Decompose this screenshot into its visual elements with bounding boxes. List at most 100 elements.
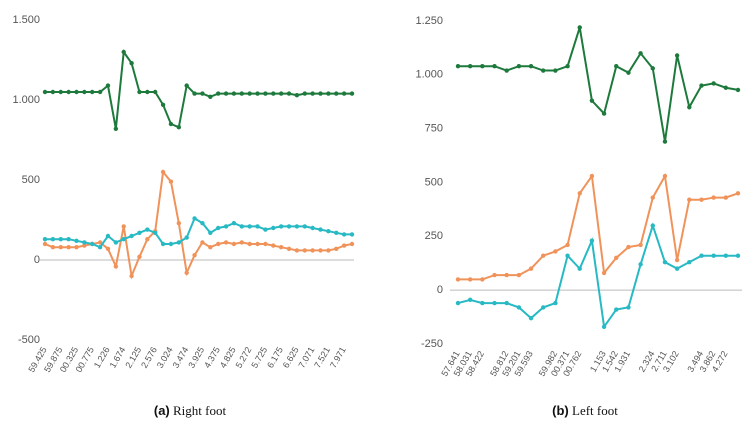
data-point <box>121 49 126 55</box>
data-point <box>723 85 729 90</box>
data-point <box>74 245 79 250</box>
data-point <box>504 68 509 73</box>
data-point <box>723 195 729 200</box>
data-point <box>74 89 79 95</box>
data-point <box>208 94 213 100</box>
data-point <box>577 191 582 196</box>
y-tick-label: 500 <box>22 174 40 186</box>
data-point <box>334 91 339 96</box>
data-point <box>184 83 189 88</box>
data-point <box>326 91 331 96</box>
data-point <box>687 259 692 265</box>
data-point <box>145 89 150 95</box>
data-point <box>553 249 558 254</box>
data-point <box>318 248 323 253</box>
data-point <box>341 243 347 248</box>
data-point <box>286 246 292 251</box>
data-point <box>192 91 197 96</box>
data-point <box>50 89 56 95</box>
data-point <box>223 240 229 245</box>
data-point <box>294 224 300 229</box>
data-point <box>247 241 252 247</box>
data-point <box>231 221 237 226</box>
data-point <box>650 223 655 228</box>
data-point <box>302 224 307 229</box>
data-point <box>541 68 546 73</box>
data-point <box>223 91 229 96</box>
data-point <box>577 25 582 30</box>
data-point <box>176 221 182 226</box>
data-point <box>662 259 668 265</box>
data-point <box>565 253 570 258</box>
data-point <box>674 266 680 271</box>
data-point <box>42 237 48 242</box>
data-point <box>614 64 619 69</box>
series-line <box>457 222 738 330</box>
data-point <box>58 245 63 250</box>
data-point <box>467 297 473 303</box>
data-point <box>699 83 704 88</box>
data-point <box>105 233 111 239</box>
data-point <box>137 89 142 95</box>
data-point <box>50 245 56 250</box>
data-point <box>247 91 252 96</box>
data-point <box>58 89 63 95</box>
data-point <box>271 225 276 231</box>
data-point <box>662 139 668 144</box>
data-point <box>263 227 268 232</box>
data-point <box>239 91 244 96</box>
data-point <box>231 241 237 247</box>
data-point <box>302 248 307 253</box>
data-point <box>255 224 260 229</box>
y-tick-label: 1.500 <box>12 14 40 26</box>
caption: (a) Right foot <box>154 403 227 418</box>
data-point <box>278 224 284 229</box>
data-point <box>650 195 655 200</box>
data-point <box>58 237 63 242</box>
data-point <box>504 272 509 278</box>
data-point <box>278 245 284 250</box>
series-line <box>45 49 352 129</box>
data-point <box>286 91 292 96</box>
data-point <box>66 237 71 242</box>
data-point <box>467 64 473 69</box>
data-point <box>480 300 485 306</box>
series-line <box>458 27 739 142</box>
data-point <box>577 266 582 271</box>
data-point <box>626 70 631 75</box>
data-point <box>215 225 221 231</box>
data-point <box>294 93 300 98</box>
data-point <box>90 241 95 247</box>
data-point <box>200 221 205 226</box>
data-point <box>247 224 252 229</box>
data-point <box>310 91 315 96</box>
data-point <box>208 245 213 250</box>
data-point <box>614 255 619 261</box>
data-point <box>82 89 87 95</box>
data-point <box>239 224 244 229</box>
data-point <box>310 225 315 231</box>
data-point <box>192 216 197 221</box>
data-point <box>129 273 134 279</box>
y-tick-label: 1.000 <box>415 69 443 81</box>
y-tick-label: 500 <box>425 176 443 188</box>
data-point <box>168 179 174 184</box>
data-point <box>638 51 643 56</box>
data-point <box>215 91 221 96</box>
data-point <box>735 191 741 196</box>
data-point <box>192 253 197 258</box>
data-point <box>129 233 134 239</box>
data-point <box>480 277 485 282</box>
data-point <box>467 277 473 282</box>
data-point <box>674 257 680 263</box>
caption: (b) Left foot <box>552 403 618 418</box>
series-line <box>44 169 353 280</box>
data-point <box>492 300 497 306</box>
data-point <box>97 89 103 95</box>
data-point <box>541 305 546 310</box>
data-point <box>601 324 607 329</box>
data-point <box>541 253 546 258</box>
data-point <box>176 240 182 245</box>
data-point <box>589 238 595 243</box>
